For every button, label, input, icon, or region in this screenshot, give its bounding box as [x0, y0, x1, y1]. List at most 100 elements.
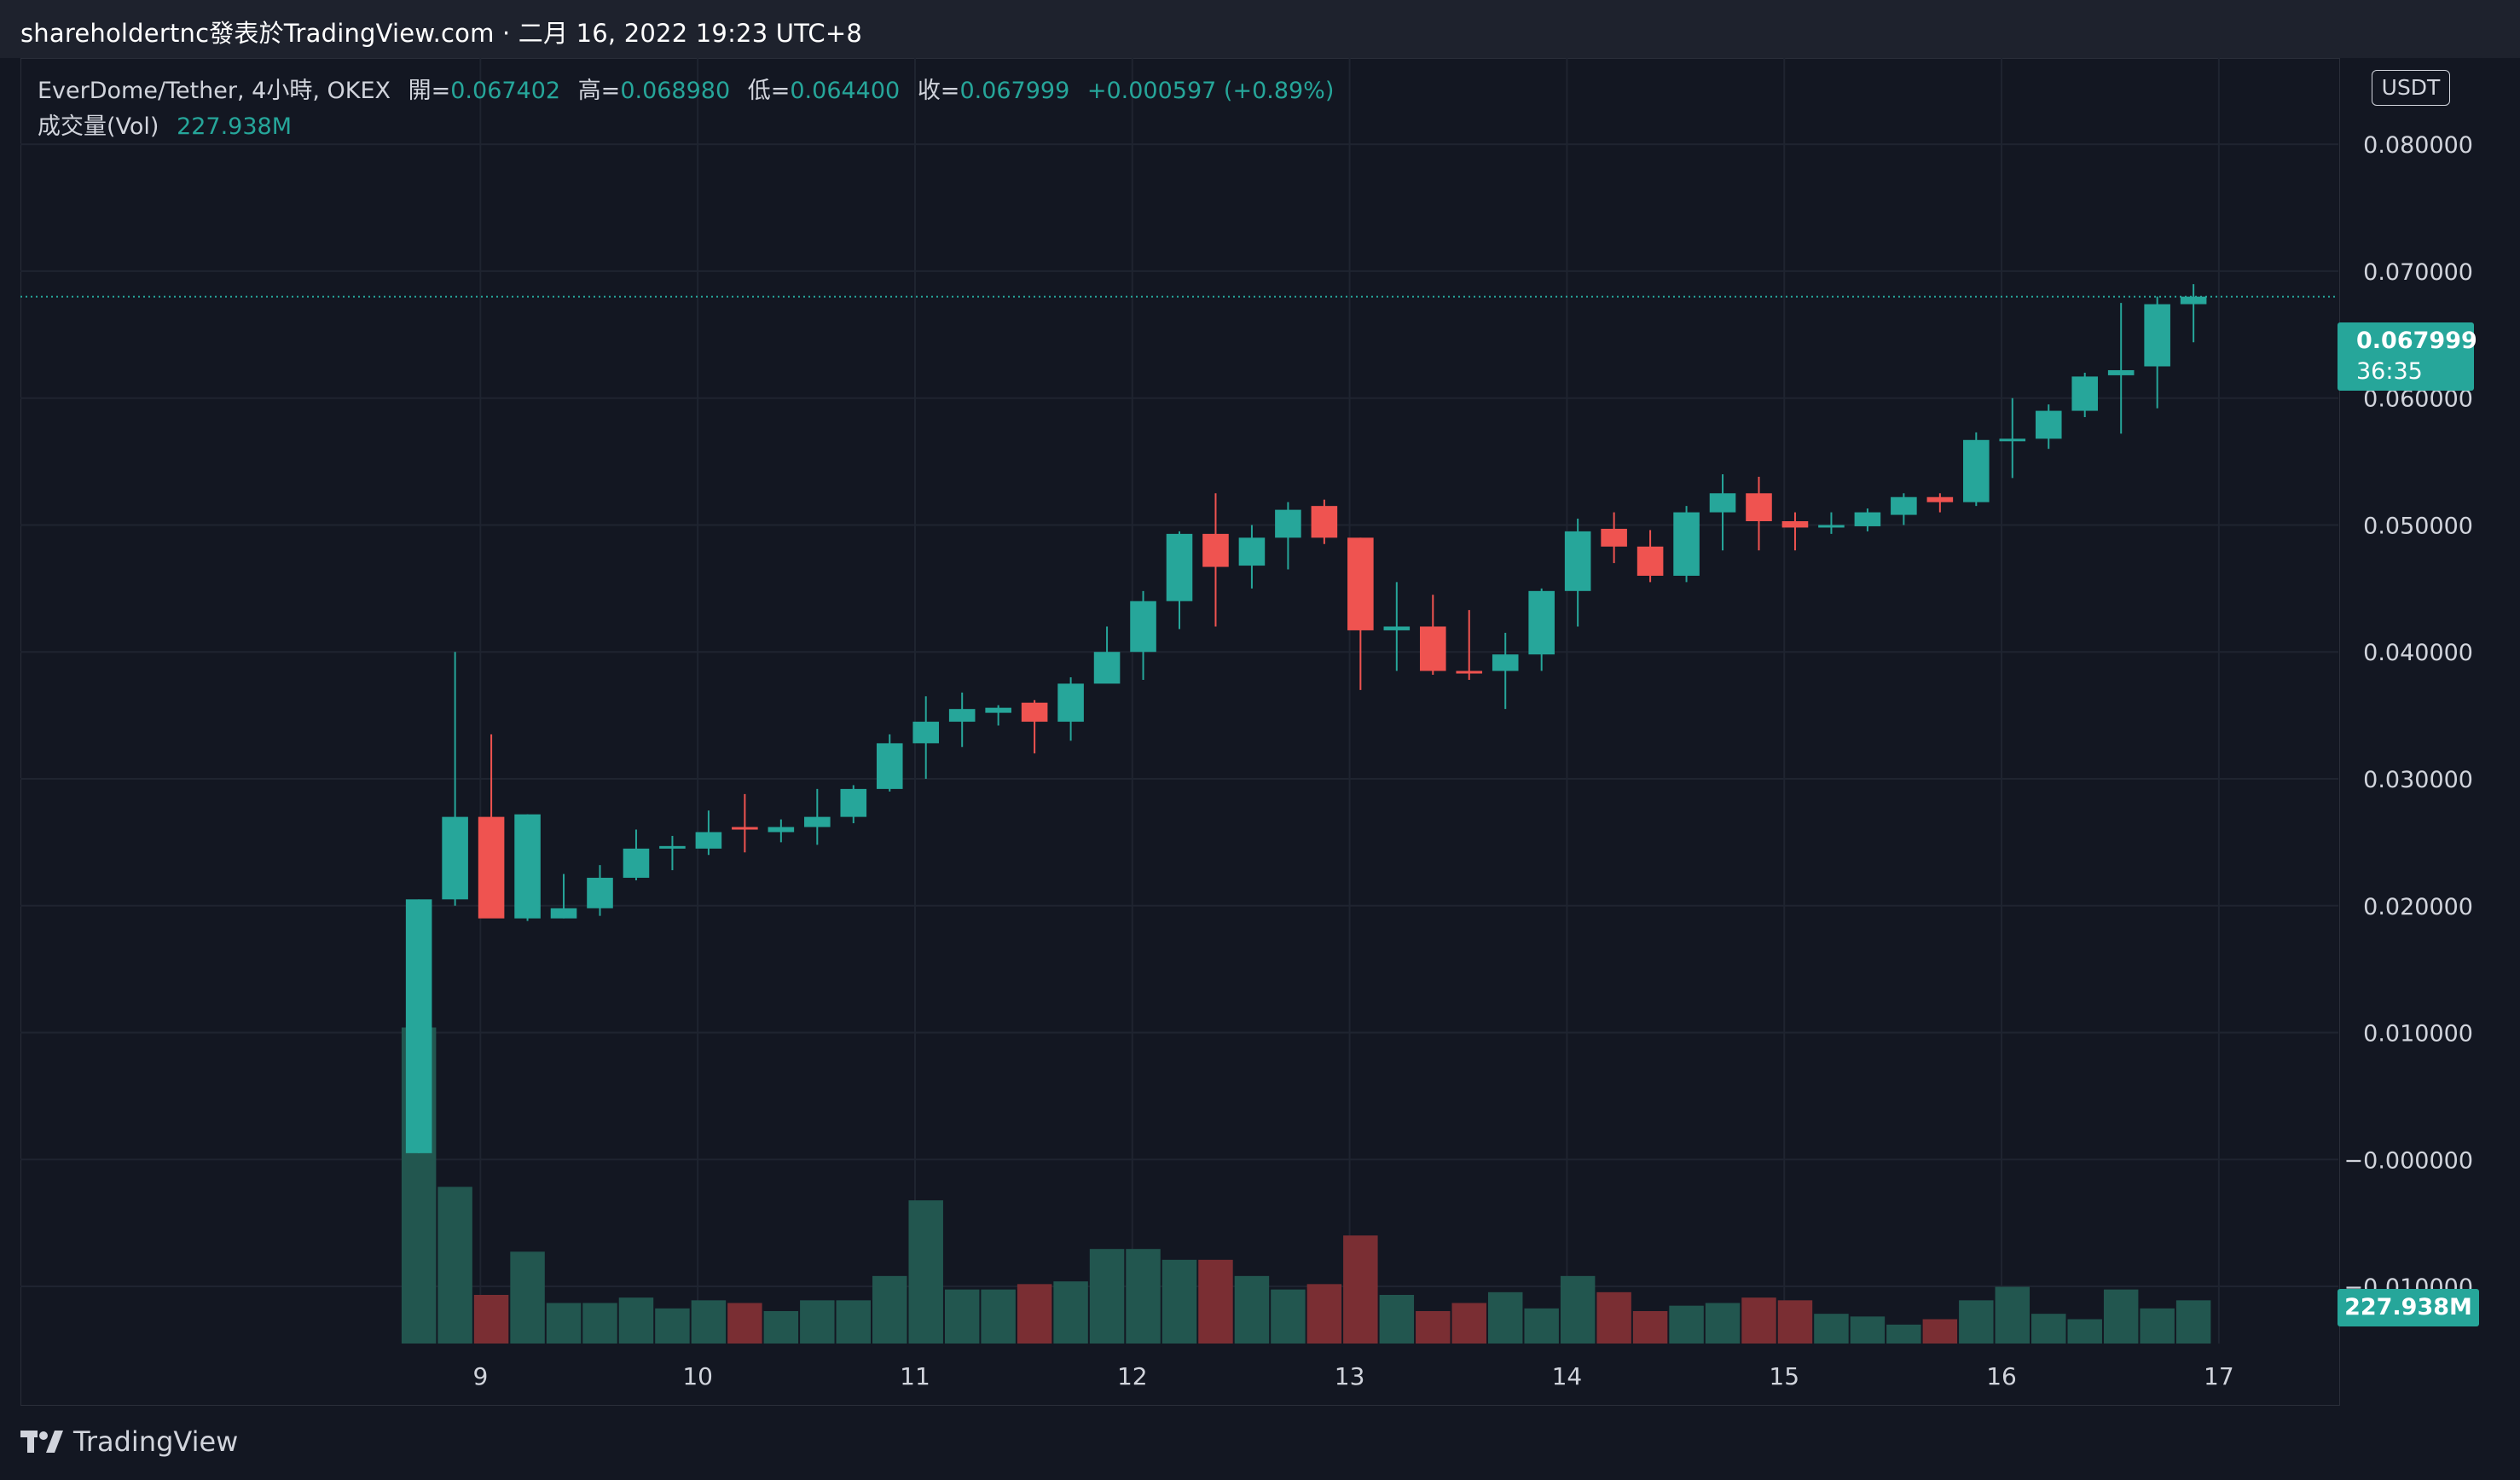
volume-bar	[2067, 1319, 2102, 1344]
low-label: 低=	[747, 78, 791, 104]
candle-body	[442, 816, 468, 900]
price-tick-label: 0.010000	[2363, 1021, 2473, 1048]
candle-body	[1564, 531, 1591, 591]
candle-body	[876, 743, 903, 789]
volume-bar	[1017, 1284, 1052, 1344]
volume-bar	[981, 1289, 1016, 1344]
volume-bar	[1632, 1311, 1668, 1344]
candle-body	[405, 899, 432, 1153]
candle-body	[1419, 626, 1446, 671]
volume-bar	[1959, 1300, 1994, 1344]
candle-body	[1093, 652, 1121, 684]
symbol-label[interactable]: EverDome/Tether, 4小時, OKEX	[38, 78, 391, 104]
time-tick-label: 14	[1552, 1362, 1583, 1390]
candle-body	[1130, 601, 1156, 653]
volume-bar	[1343, 1235, 1378, 1344]
volume-bar	[763, 1311, 799, 1344]
volume-bar	[1271, 1289, 1306, 1344]
candle-body	[2144, 304, 2170, 367]
candle-body	[1492, 654, 1519, 671]
volume-layer	[401, 1027, 2211, 1344]
candle-body	[1347, 537, 1374, 630]
currency-badge[interactable]: USDT	[2372, 70, 2450, 106]
volume-bar	[655, 1308, 690, 1344]
candle-body	[1528, 590, 1555, 655]
price-tick-label: 0.040000	[2363, 640, 2473, 666]
high-value: 0.068980	[620, 78, 731, 104]
candle-body	[1999, 438, 2026, 442]
volume-bar	[1524, 1308, 1559, 1344]
candle-body	[1383, 626, 1411, 630]
volume-bar	[944, 1289, 980, 1344]
candle-body	[1926, 496, 1954, 502]
candle-body	[1601, 528, 1627, 547]
volume-bar	[1379, 1295, 1415, 1344]
price-tick-label: 0.050000	[2363, 513, 2473, 539]
volume-bar	[1451, 1303, 1486, 1344]
candle-body	[1311, 506, 1338, 538]
candle-body	[1637, 546, 1664, 576]
volume-bar	[1198, 1259, 1233, 1344]
price-tick-label: 0.080000	[2363, 132, 2473, 159]
candle-body	[2035, 410, 2062, 439]
candle-body	[2107, 369, 2135, 375]
volume-bar	[1995, 1286, 2030, 1344]
chart-frame	[20, 58, 2340, 1406]
time-tick-label: 17	[2204, 1362, 2234, 1390]
volume-bar	[872, 1275, 907, 1344]
time-tick-label: 10	[682, 1362, 713, 1390]
low-value: 0.064400	[790, 78, 901, 104]
volume-bar	[582, 1303, 617, 1344]
tradingview-brand[interactable]: TradingView	[73, 1425, 239, 1458]
candle-body	[587, 878, 613, 908]
volume-bar	[1089, 1249, 1125, 1344]
candle-body	[732, 827, 758, 830]
volume-label[interactable]: 成交量(Vol)	[38, 113, 159, 140]
close-label: 收=	[917, 78, 960, 104]
top-bar: shareholdertnc發表於TradingView.com · 二月 16…	[0, 0, 2520, 58]
time-axis: 9 10 11 12 13 14 15 16 17	[472, 1362, 2233, 1390]
time-tick-label: 16	[1986, 1362, 2017, 1390]
price-tick-label: 0.020000	[2363, 894, 2473, 920]
volume-bar	[908, 1200, 943, 1344]
candle-body	[1456, 670, 1483, 674]
time-tick-label: 11	[900, 1362, 930, 1390]
high-label: 高=	[577, 78, 621, 104]
volume-bar	[1741, 1297, 1776, 1344]
candle-body	[695, 832, 722, 849]
candle-body	[1057, 683, 1084, 723]
volume-bar	[727, 1303, 762, 1344]
candle-body	[623, 848, 650, 879]
candle-body	[1781, 520, 1809, 528]
tradingview-logo-icon[interactable]	[20, 1429, 65, 1454]
volume-bar	[1560, 1275, 1596, 1344]
price-tick-label: 0.030000	[2363, 767, 2473, 793]
chart-legend: EverDome/Tether, 4小時, OKEX 開=0.067402 高=…	[38, 73, 1334, 145]
volume-bar	[473, 1295, 509, 1344]
volume-bar	[1922, 1319, 1958, 1344]
candle-body	[1673, 512, 1700, 576]
candle-layer	[405, 284, 2207, 1153]
candle-body	[1746, 493, 1772, 521]
candle-body	[2180, 296, 2207, 305]
grid-layer	[20, 58, 2338, 1344]
last-price-label: 0.067999 36:35	[2338, 322, 2477, 391]
volume-bar	[1126, 1249, 1161, 1344]
change-value: +0.000597 (+0.89%)	[1086, 78, 1335, 104]
volume-bar	[1886, 1324, 1921, 1344]
candle-body	[912, 722, 940, 744]
publish-info: shareholdertnc發表於TradingView.com · 二月 16…	[20, 19, 863, 48]
volume-bar	[1234, 1275, 1270, 1344]
candle-body	[768, 827, 795, 833]
volume-bar	[1053, 1281, 1088, 1344]
volume-bar	[510, 1251, 545, 1344]
price-axis: 0.0800000.0700000.0600000.0500000.040000…	[2344, 132, 2473, 1301]
candle-body	[550, 908, 577, 919]
last-price-value: 0.067999	[2356, 328, 2477, 354]
candle-body	[514, 814, 541, 919]
candle-body	[1709, 493, 1736, 513]
time-tick-label: 9	[472, 1362, 488, 1390]
volume-bar	[1596, 1291, 1631, 1344]
candle-body	[478, 816, 505, 919]
